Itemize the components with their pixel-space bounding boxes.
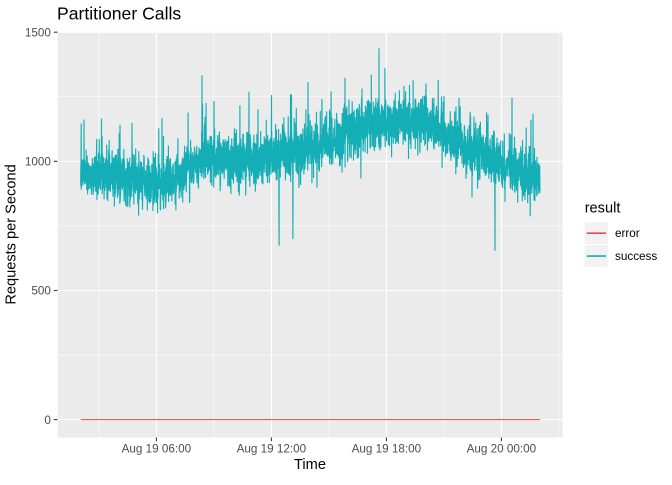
svg-text:error: error [615, 227, 640, 240]
svg-text:500: 500 [31, 285, 51, 298]
svg-text:0: 0 [44, 414, 51, 427]
svg-text:Requests per Second: Requests per Second [4, 164, 20, 304]
svg-text:Aug 19 06:00: Aug 19 06:00 [122, 442, 192, 455]
svg-text:Aug 19 18:00: Aug 19 18:00 [352, 442, 422, 455]
svg-text:Aug 20 00:00: Aug 20 00:00 [467, 442, 537, 455]
svg-text:1500: 1500 [25, 26, 52, 39]
svg-text:Time: Time [294, 457, 326, 473]
svg-text:result: result [585, 200, 621, 216]
svg-text:Partitioner Calls: Partitioner Calls [57, 3, 181, 23]
svg-text:1000: 1000 [25, 156, 52, 169]
svg-text:Aug 19 12:00: Aug 19 12:00 [237, 442, 307, 455]
svg-text:success: success [615, 250, 657, 263]
